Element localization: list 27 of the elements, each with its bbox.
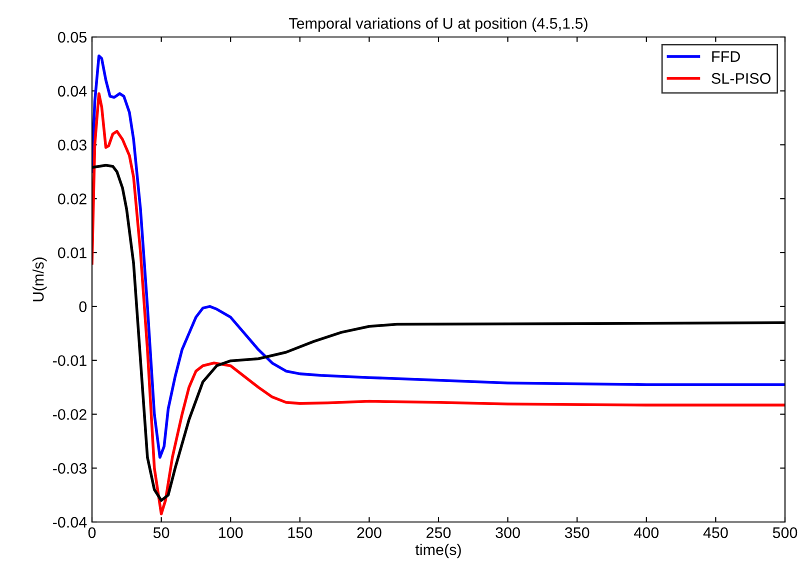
y-tick-label: 0.01 xyxy=(58,247,86,258)
chart-title: Temporal variations of U at position (4.5,1.5) xyxy=(288,18,588,32)
x-tick-label: 50 xyxy=(153,527,170,538)
legend-label: SL-PISO xyxy=(712,73,771,84)
x-tick-label: 300 xyxy=(496,527,520,538)
y-tick-label: 0 xyxy=(79,301,87,312)
y-tick-label: 0.05 xyxy=(58,32,86,43)
y-tick-label: 0.04 xyxy=(58,86,87,97)
x-tick-label: 100 xyxy=(219,527,243,538)
y-axis-title: U(m/s) xyxy=(32,258,47,302)
x-tick-label: 200 xyxy=(357,527,382,538)
x-tick-label: 450 xyxy=(703,527,728,538)
y-tick-label: -0.01 xyxy=(53,355,86,366)
x-axis-title: time(s) xyxy=(415,544,461,558)
legend-label: FFD xyxy=(712,51,740,62)
line-series xyxy=(92,92,785,516)
y-tick-label: -0.02 xyxy=(53,409,86,420)
x-tick-label: 150 xyxy=(288,527,312,538)
y-tick-label: 0.03 xyxy=(58,140,86,150)
x-tick-label: 500 xyxy=(772,527,798,538)
y-tick-label: 0.02 xyxy=(58,194,86,204)
x-tick-label: 250 xyxy=(426,527,451,538)
y-tick-label: -0.04 xyxy=(53,516,87,528)
x-tick-label: 350 xyxy=(564,527,590,538)
y-tick-label: -0.03 xyxy=(53,462,86,474)
x-tick-label: 400 xyxy=(634,527,659,538)
x-tick-label: 0 xyxy=(88,527,96,538)
